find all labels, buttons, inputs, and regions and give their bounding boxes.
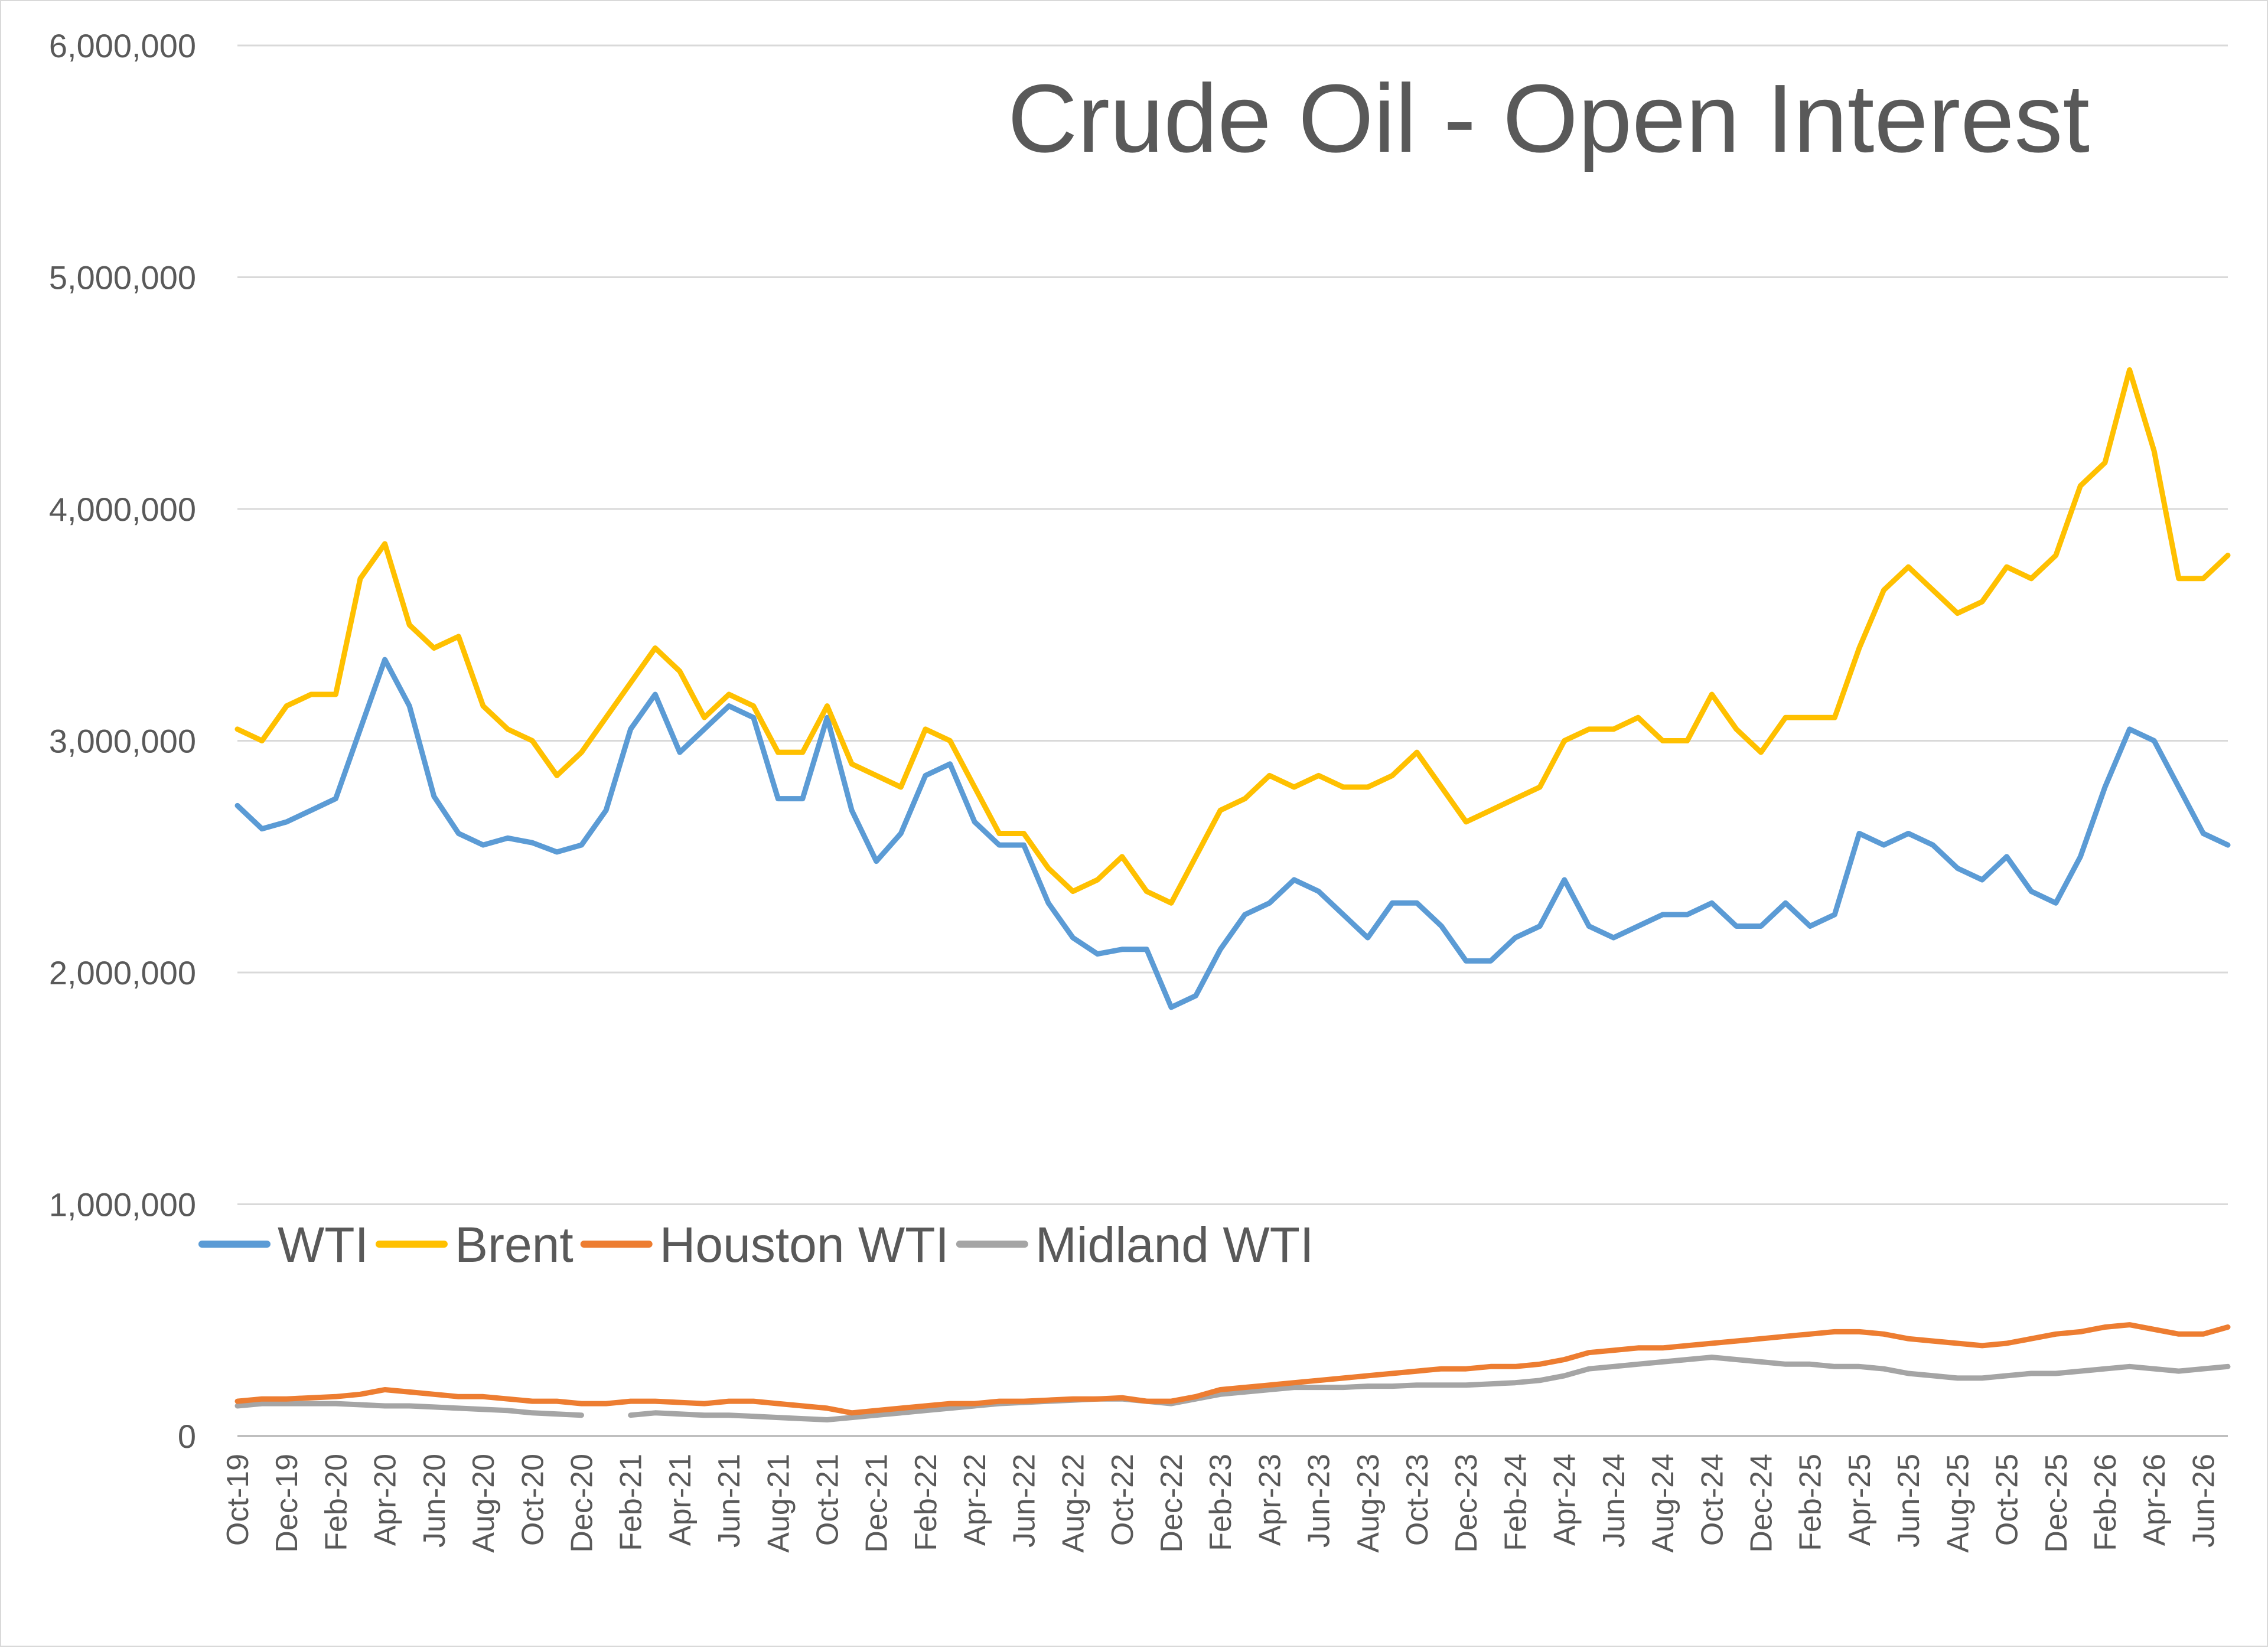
legend: WTI Brent Houston WTI Midland WTI xyxy=(198,1217,1314,1272)
legend-label: Brent xyxy=(455,1217,573,1272)
x-tick-label: Apr-25 xyxy=(1843,1454,1877,1546)
x-tick-label: Dec-25 xyxy=(2039,1454,2074,1553)
x-tick-label: Apr-26 xyxy=(2137,1454,2172,1546)
x-tick-label: Oct-22 xyxy=(1106,1454,1140,1546)
x-tick-label: Jun-21 xyxy=(712,1454,747,1548)
x-tick-label: Apr-21 xyxy=(663,1454,698,1546)
series-line-houston-wti xyxy=(234,1322,2231,1416)
y-tick-label: 1,000,000 xyxy=(49,1186,196,1223)
x-tick-label: Dec-24 xyxy=(1745,1454,1779,1553)
x-tick-label: Jun-24 xyxy=(1597,1454,1631,1548)
x-tick-label: Apr-20 xyxy=(369,1454,403,1546)
legend-label: WTI xyxy=(278,1217,369,1272)
x-tick-label: Feb-20 xyxy=(319,1454,353,1551)
x-tick-label: Aug-23 xyxy=(1351,1454,1386,1553)
x-tick-label: Apr-24 xyxy=(1548,1454,1582,1546)
x-tick-label: Dec-22 xyxy=(1155,1454,1189,1553)
y-axis-labels: 0 1,000,000 2,000,000 3,000,000 4,000,000 5,0… xyxy=(49,27,196,1455)
x-tick-label: Aug-25 xyxy=(1941,1454,1975,1553)
x-tick-label: Apr-22 xyxy=(958,1454,992,1546)
x-tick-label: Dec-23 xyxy=(1449,1454,1484,1553)
legend-label: Houston WTI xyxy=(660,1217,949,1272)
legend-label: Midland WTI xyxy=(1035,1217,1314,1272)
x-tick-label: Oct-20 xyxy=(516,1454,550,1546)
x-axis-labels: Oct-19 Dec-19 Feb-20 Apr-20 Jun-20 Aug-20 Oct-… xyxy=(221,1454,2221,1553)
y-tick-label: 5,000,000 xyxy=(49,259,196,296)
y-tick-label: 6,000,000 xyxy=(49,27,196,64)
x-tick-label: Oct-23 xyxy=(1400,1454,1435,1546)
y-tick-label: 0 xyxy=(178,1418,196,1455)
series-line-brent xyxy=(234,367,2231,906)
y-tick-label: 4,000,000 xyxy=(49,491,196,528)
x-tick-label: Feb-24 xyxy=(1498,1454,1533,1551)
x-tick-label: Jun-20 xyxy=(418,1454,452,1548)
x-tick-label: Feb-25 xyxy=(1794,1454,1828,1551)
x-tick-label: Jun-22 xyxy=(1007,1454,1041,1548)
x-tick-label: Jun-26 xyxy=(2186,1454,2221,1548)
x-tick-label: Feb-23 xyxy=(1204,1454,1238,1551)
y-tick-label: 2,000,000 xyxy=(49,954,196,991)
x-tick-label: Dec-19 xyxy=(270,1454,304,1553)
x-tick-label: Dec-21 xyxy=(860,1454,894,1553)
x-tick-label: Aug-21 xyxy=(761,1454,796,1553)
series-lines xyxy=(234,367,2231,1422)
x-tick-label: Feb-26 xyxy=(2088,1454,2123,1551)
gridlines xyxy=(237,44,2228,1437)
x-tick-label: Oct-25 xyxy=(1990,1454,2025,1546)
x-tick-label: Dec-20 xyxy=(565,1454,599,1553)
y-tick-label: 3,000,000 xyxy=(49,723,196,760)
x-tick-label: Jun-25 xyxy=(1892,1454,1926,1548)
x-tick-label: Oct-19 xyxy=(221,1454,255,1546)
x-tick-label: Aug-24 xyxy=(1646,1454,1680,1553)
chart-title: Crude Oil - Open Interest xyxy=(1008,64,2090,172)
x-tick-label: Feb-21 xyxy=(614,1454,649,1551)
series-line-midland-wti xyxy=(234,1355,2231,1422)
x-tick-label: Aug-20 xyxy=(467,1454,501,1553)
x-tick-label: Oct-24 xyxy=(1695,1454,1729,1546)
x-tick-label: Oct-21 xyxy=(811,1454,845,1546)
series-line-wti xyxy=(234,657,2231,1010)
x-tick-label: Feb-22 xyxy=(909,1454,943,1551)
x-tick-label: Apr-23 xyxy=(1253,1454,1287,1546)
x-tick-label: Jun-23 xyxy=(1302,1454,1337,1548)
x-tick-label: Aug-22 xyxy=(1057,1454,1091,1553)
